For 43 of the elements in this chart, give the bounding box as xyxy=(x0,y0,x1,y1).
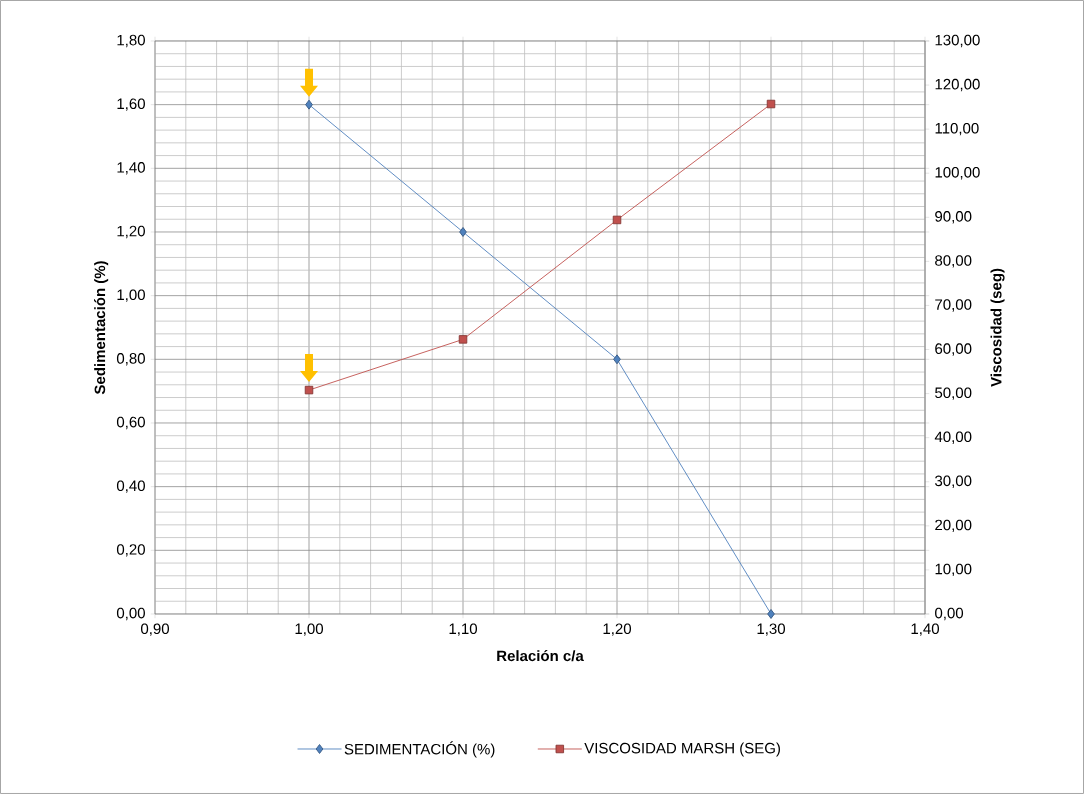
y-tick-label: 1,80 xyxy=(117,34,145,48)
y2-axis-title: Viscosidad (seg) xyxy=(990,268,1005,387)
y-tick-label: 0,00 xyxy=(116,607,145,621)
point xyxy=(459,227,467,237)
y-axis-title: Sedimentación (%) xyxy=(94,261,109,395)
x-tick-label: 0,90 xyxy=(141,623,170,636)
y2-tick-label: 60,00 xyxy=(935,343,972,356)
y-tick-label: 0,20 xyxy=(116,544,145,557)
y2-tick-label: 40,00 xyxy=(934,431,972,444)
y2-tick-label: 80,00 xyxy=(935,255,972,268)
y-tick-label: 1,20 xyxy=(117,225,145,239)
y2-tick-label: 100,00 xyxy=(935,167,980,180)
y2-tick-label: 70,00 xyxy=(935,299,972,312)
point xyxy=(305,99,313,110)
y-tick-label: 0,80 xyxy=(116,353,145,366)
y2-tick-label: 30,00 xyxy=(935,475,972,488)
legend-label: SEDIMENTACIÓN (%) xyxy=(344,741,495,758)
y2-tick-label: 0,00 xyxy=(935,607,964,621)
y-tick-label: 1,60 xyxy=(117,98,145,111)
y2-tick-label: 90,00 xyxy=(935,211,972,224)
y2-tick-label: 110,00 xyxy=(935,122,979,136)
point xyxy=(612,215,622,225)
point xyxy=(458,335,468,344)
point xyxy=(766,99,776,109)
y-tick-label: 0,60 xyxy=(116,416,145,430)
x-tick-label: 1,20 xyxy=(603,623,632,636)
legend-label: VISCOSIDAD MARSH (SEG) xyxy=(584,742,780,757)
x-tick-label: 1,30 xyxy=(757,623,786,636)
y-tick-label: 0,40 xyxy=(116,480,145,493)
point xyxy=(304,385,314,395)
x-tick-label: 1,00 xyxy=(295,623,324,636)
y2-tick-label: 130,00 xyxy=(935,34,980,48)
y2-tick-label: 20,00 xyxy=(935,519,972,533)
y-tick-label: 1,40 xyxy=(117,162,145,175)
y2-tick-label: 50,00 xyxy=(935,387,972,400)
point xyxy=(767,609,775,619)
x-tick-label: 1,10 xyxy=(449,623,478,636)
y2-tick-label: 120,00 xyxy=(935,78,980,92)
x-axis-title: Relación c/a xyxy=(497,650,584,662)
x-tick-label: 1,40 xyxy=(911,623,940,636)
y2-tick-label: 10,00 xyxy=(935,563,972,577)
point xyxy=(613,354,621,365)
y-tick-label: 1,00 xyxy=(117,289,145,302)
